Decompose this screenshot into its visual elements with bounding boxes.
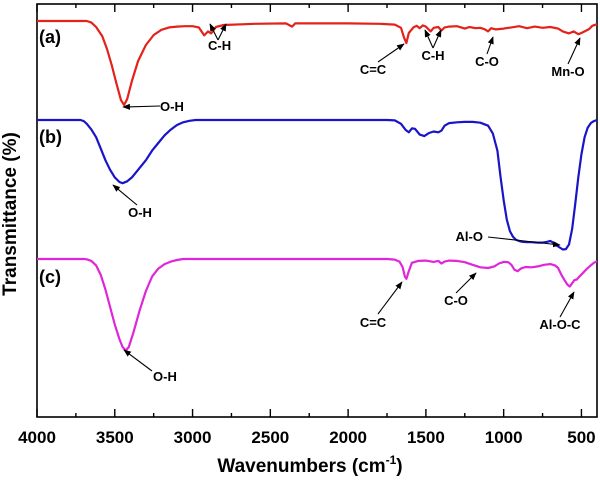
band-annotations: C-H C=C C-H C-O Mn-O O-H O-H Al-O C=C C-O Al-O-C O-… bbox=[112, 23, 585, 384]
x-tick-label: 1500 bbox=[407, 428, 445, 447]
annotation-arrow bbox=[424, 29, 434, 49]
plot-frame bbox=[36, 3, 598, 418]
annotation-arrow bbox=[122, 103, 161, 110]
x-axis-title: Wavenumbers (cm-1) bbox=[217, 453, 402, 477]
annotation-arrow bbox=[217, 23, 227, 41]
annotation-arrow bbox=[487, 236, 561, 248]
plot-area bbox=[36, 3, 598, 418]
spectra-series bbox=[37, 19, 598, 352]
x-tick-label: 2000 bbox=[329, 428, 367, 447]
annotation-label: C-H bbox=[421, 48, 444, 63]
annotation-label: Al-O-C bbox=[539, 317, 581, 332]
annotation-label: C=C bbox=[360, 315, 387, 330]
annotation-label: C-O bbox=[475, 54, 499, 69]
series-label-a: (a) bbox=[39, 27, 61, 47]
annotation-label: C-H bbox=[208, 38, 231, 53]
x-tick-label: 2500 bbox=[251, 428, 289, 447]
series-label-c: (c) bbox=[39, 267, 61, 287]
annotation-arrow bbox=[112, 184, 138, 206]
annotation-arrow bbox=[567, 37, 581, 65]
x-axis-ticks: 4000 3500 3000 2500 2000 1500 1000 500 bbox=[18, 4, 596, 447]
annotation-arrow bbox=[455, 272, 477, 294]
annotation-arrow bbox=[377, 281, 403, 315]
annotation-arrow bbox=[432, 29, 442, 49]
x-tick-label: 1000 bbox=[485, 428, 523, 447]
annotation-arrow bbox=[559, 291, 575, 318]
series-line-a bbox=[37, 19, 598, 107]
annotation-arrow bbox=[377, 43, 405, 63]
series-line-b bbox=[37, 118, 598, 251]
annotation-arrow bbox=[486, 36, 494, 55]
series-label-b: (b) bbox=[39, 127, 62, 147]
x-tick-label: 500 bbox=[567, 428, 595, 447]
annotation-label: O-H bbox=[160, 99, 184, 114]
x-tick-label: 3000 bbox=[174, 428, 212, 447]
annotation-label: O-H bbox=[128, 205, 152, 220]
annotation-arrow bbox=[123, 349, 153, 372]
series-line-c bbox=[37, 257, 598, 352]
series-labels: (a) (b) (c) bbox=[39, 27, 62, 287]
annotation-arrow bbox=[209, 23, 219, 41]
annotation-label: C=C bbox=[360, 62, 387, 77]
annotation-label: Al-O bbox=[456, 229, 483, 244]
annotation-label: C-O bbox=[444, 293, 468, 308]
annotation-label: O-H bbox=[153, 369, 177, 384]
x-tick-label: 3500 bbox=[96, 428, 134, 447]
x-tick-label: 4000 bbox=[18, 428, 56, 447]
y-axis-title: Transmittance (%) bbox=[0, 132, 21, 296]
annotation-label: Mn-O bbox=[551, 64, 584, 79]
